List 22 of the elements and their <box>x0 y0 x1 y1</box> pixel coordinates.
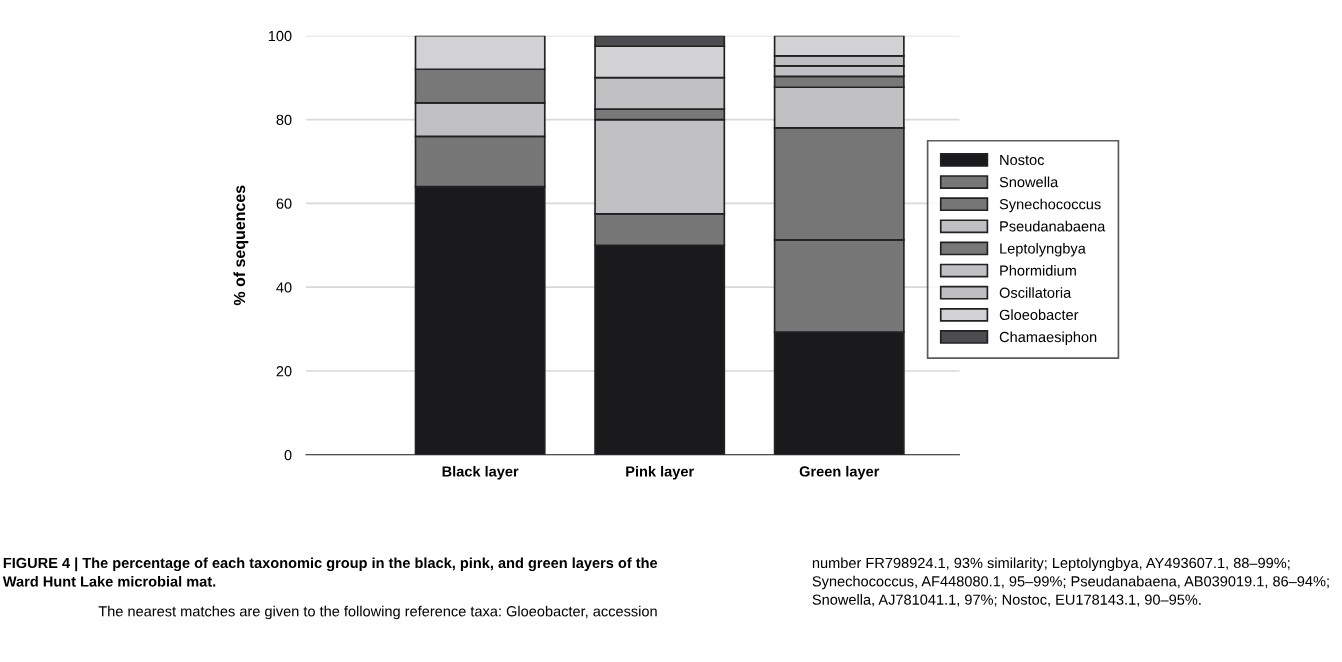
y-tick-label: 100 <box>268 30 292 42</box>
y-axis-title: % of sequences <box>233 185 249 306</box>
y-tick-label: 60 <box>276 198 292 209</box>
text: FIGURE 4 | The percentage of each taxonomic group in the black, pink, and green layers of the Ward Hunt Lake microbial mat. <box>2 557 658 587</box>
text: The nearest matches are given to the following reference taxa: Gloeobacter, accession <box>98 605 657 620</box>
legend-label: Pseudanabaena <box>1000 220 1106 232</box>
legend-label: Snowella <box>999 176 1059 188</box>
legend-label: Chamaesiphon <box>999 331 1097 346</box>
x-tick-label: Black layer <box>442 465 519 480</box>
legend-label: Leptolyngbya <box>1000 242 1086 257</box>
y-tick-label: 80 <box>276 114 292 125</box>
legend-label: Synechococcus <box>999 198 1101 213</box>
legend-label: Nostoc <box>1000 154 1045 166</box>
text: number FR798924.1, 93% similarity; Leptolyngbya, AY493607.1, 88–99%; Synechococcus, AF448080.1, 95–99%; Pseudanabaena, AB039019.1, 86–94%; Snowella, AJ781041.1, 97%; Nostoc, EU178143.1, 90–95%. <box>812 557 1329 607</box>
legend-label: Gloeobacter <box>999 309 1079 321</box>
x-tick-label: Green layer <box>799 465 880 480</box>
y-tick-label: 40 <box>276 282 292 293</box>
y-tick-label: 0 <box>284 449 292 461</box>
x-tick-label: Pink layer <box>626 465 694 480</box>
y-tick-label: 20 <box>276 366 292 377</box>
legend-label: Phormidium <box>1000 265 1076 276</box>
legend-label: Oscillatoria <box>999 287 1072 298</box>
